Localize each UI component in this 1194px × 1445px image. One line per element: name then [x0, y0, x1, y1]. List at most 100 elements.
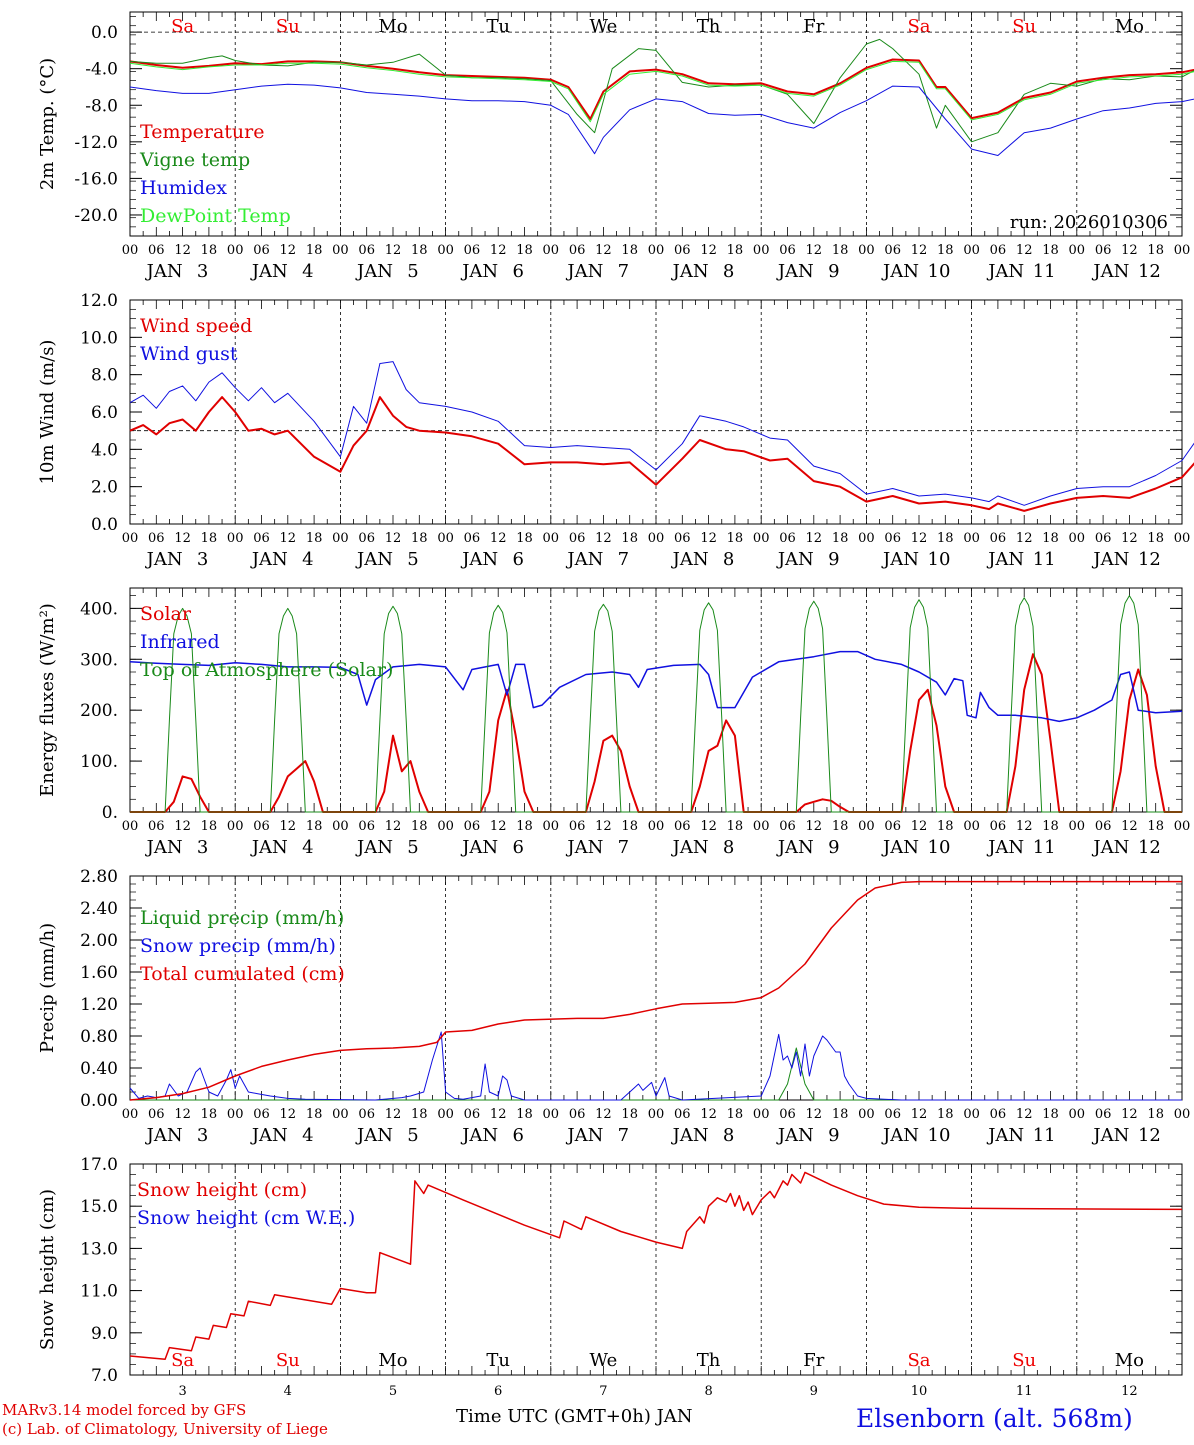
bottom-date-label: 4	[284, 1384, 292, 1399]
y-tick-label: -8.0	[85, 96, 118, 116]
weekday-label: Mo	[1115, 1350, 1144, 1371]
legend-entry: Temperature	[140, 121, 264, 143]
hour-tick-label: 00	[1174, 819, 1191, 834]
date-month-label: JAN	[1091, 261, 1129, 282]
hour-tick-label: 06	[1095, 243, 1112, 258]
hour-tick-label: 06	[884, 1107, 901, 1122]
series-line	[129, 650, 1183, 723]
hour-tick-label: 00	[332, 531, 349, 546]
hour-tick-label: 00	[1069, 1107, 1086, 1122]
date-day-label: 6	[512, 261, 523, 282]
hour-tick-label: 06	[358, 819, 375, 834]
date-month-label: JAN	[355, 1125, 393, 1146]
hour-tick-label: 00	[1069, 531, 1086, 546]
date-month-label: JAN	[1091, 1125, 1129, 1146]
y-tick-label: 2.80	[80, 867, 118, 887]
date-day-label: 3	[197, 549, 208, 570]
hour-tick-label: 00	[227, 1107, 244, 1122]
bottom-date-label: 3	[178, 1384, 186, 1399]
hour-tick-label: 18	[832, 243, 849, 258]
date-month-label: JAN	[565, 549, 603, 570]
hour-tick-label: 06	[674, 243, 691, 258]
hour-tick-label: 00	[437, 243, 454, 258]
hour-tick-label: 06	[464, 243, 481, 258]
hour-tick-label: 18	[1147, 819, 1164, 834]
hour-tick-label: 00	[648, 243, 665, 258]
y-tick-label: 0.80	[80, 1027, 118, 1047]
hour-tick-label: 18	[621, 819, 638, 834]
series-line	[130, 1047, 1182, 1101]
y-tick-label: 0.00	[80, 1091, 118, 1111]
weekday-label: Fr	[803, 16, 824, 37]
hour-tick-label: 18	[1147, 1107, 1164, 1122]
hour-tick-label: 06	[779, 819, 796, 834]
hour-tick-label: 00	[1174, 243, 1191, 258]
date-day-label: 12	[1138, 261, 1161, 282]
hour-tick-label: 12	[385, 243, 402, 258]
hour-tick-label: 00	[332, 819, 349, 834]
hour-tick-label: 12	[700, 819, 717, 834]
date-day-label: 3	[197, 261, 208, 282]
model-footnote: MARv3.14 model forced by GFS	[2, 1401, 247, 1419]
hour-tick-label: 00	[1174, 1107, 1191, 1122]
date-month-label: JAN	[776, 1125, 814, 1146]
date-day-label: 11	[1033, 261, 1056, 282]
date-month-label: JAN	[355, 549, 393, 570]
hour-tick-label: 06	[884, 531, 901, 546]
y-tick-label: 1.20	[80, 995, 118, 1015]
hour-tick-label: 00	[437, 1107, 454, 1122]
hour-tick-label: 00	[543, 1107, 560, 1122]
date-month-label: JAN	[460, 837, 498, 858]
y-tick-label: 10.0	[80, 328, 118, 348]
date-month-label: JAN	[145, 1125, 183, 1146]
date-day-label: 3	[197, 1125, 208, 1146]
panel-5: Sa Su Mo Tu We Th Fr Sa Su Mo 3 4 5 6 7 8 9 10 11 12 7.0 9.0 1…	[37, 1155, 1183, 1399]
y-tick-label: 4.0	[91, 440, 118, 460]
date-day-label: 8	[723, 549, 734, 570]
hour-tick-label: 00	[963, 1107, 980, 1122]
y-tick-label: 7.0	[91, 1366, 118, 1386]
y-tick-label: -4.0	[85, 60, 118, 80]
hour-tick-label: 18	[1042, 1107, 1059, 1122]
hour-tick-label: 06	[569, 243, 586, 258]
weekday-label: Su	[1012, 16, 1036, 37]
hour-tick-label: 06	[1095, 1107, 1112, 1122]
hour-tick-label: 00	[858, 1107, 875, 1122]
hour-tick-label: 00	[963, 243, 980, 258]
hour-tick-label: 12	[280, 531, 297, 546]
hour-tick-label: 12	[911, 531, 928, 546]
hour-tick-label: 00	[858, 243, 875, 258]
hour-tick-label: 12	[595, 531, 612, 546]
hour-tick-label: 06	[990, 819, 1007, 834]
y-tick-label: 0.0	[91, 23, 118, 43]
hour-tick-label: 06	[1095, 531, 1112, 546]
date-month-label: JAN	[565, 261, 603, 282]
hour-tick-label: 00	[437, 531, 454, 546]
hour-tick-label: 00	[543, 531, 560, 546]
date-day-label: 12	[1138, 549, 1161, 570]
hour-tick-label: 18	[621, 531, 638, 546]
series-line	[129, 1031, 1182, 1101]
date-month-label: JAN	[355, 261, 393, 282]
hour-tick-label: 18	[937, 819, 954, 834]
weekday-label: We	[590, 16, 618, 37]
bottom-date-label: 6	[494, 1384, 502, 1399]
y-tick-label: 2.00	[80, 931, 118, 951]
hour-tick-label: 12	[1121, 243, 1138, 258]
y-tick-label: 100.	[80, 752, 118, 772]
hour-tick-label: 12	[490, 1107, 507, 1122]
series-line	[129, 880, 1182, 1101]
legend-entry: Liquid precip (mm/h)	[140, 907, 344, 929]
hour-tick-label: 00	[122, 819, 139, 834]
hour-tick-label: 18	[201, 531, 218, 546]
hour-tick-label: 12	[385, 819, 402, 834]
date-day-label: 5	[407, 261, 418, 282]
date-day-label: 10	[928, 261, 951, 282]
series-line	[130, 595, 1182, 813]
hour-tick-label: 00	[753, 243, 770, 258]
bottom-date-label: 9	[810, 1384, 818, 1399]
weekday-label: Mo	[1115, 16, 1144, 37]
weekday-label: Sa	[171, 1350, 194, 1371]
hour-tick-label: 06	[358, 1107, 375, 1122]
date-day-label: 6	[512, 837, 523, 858]
